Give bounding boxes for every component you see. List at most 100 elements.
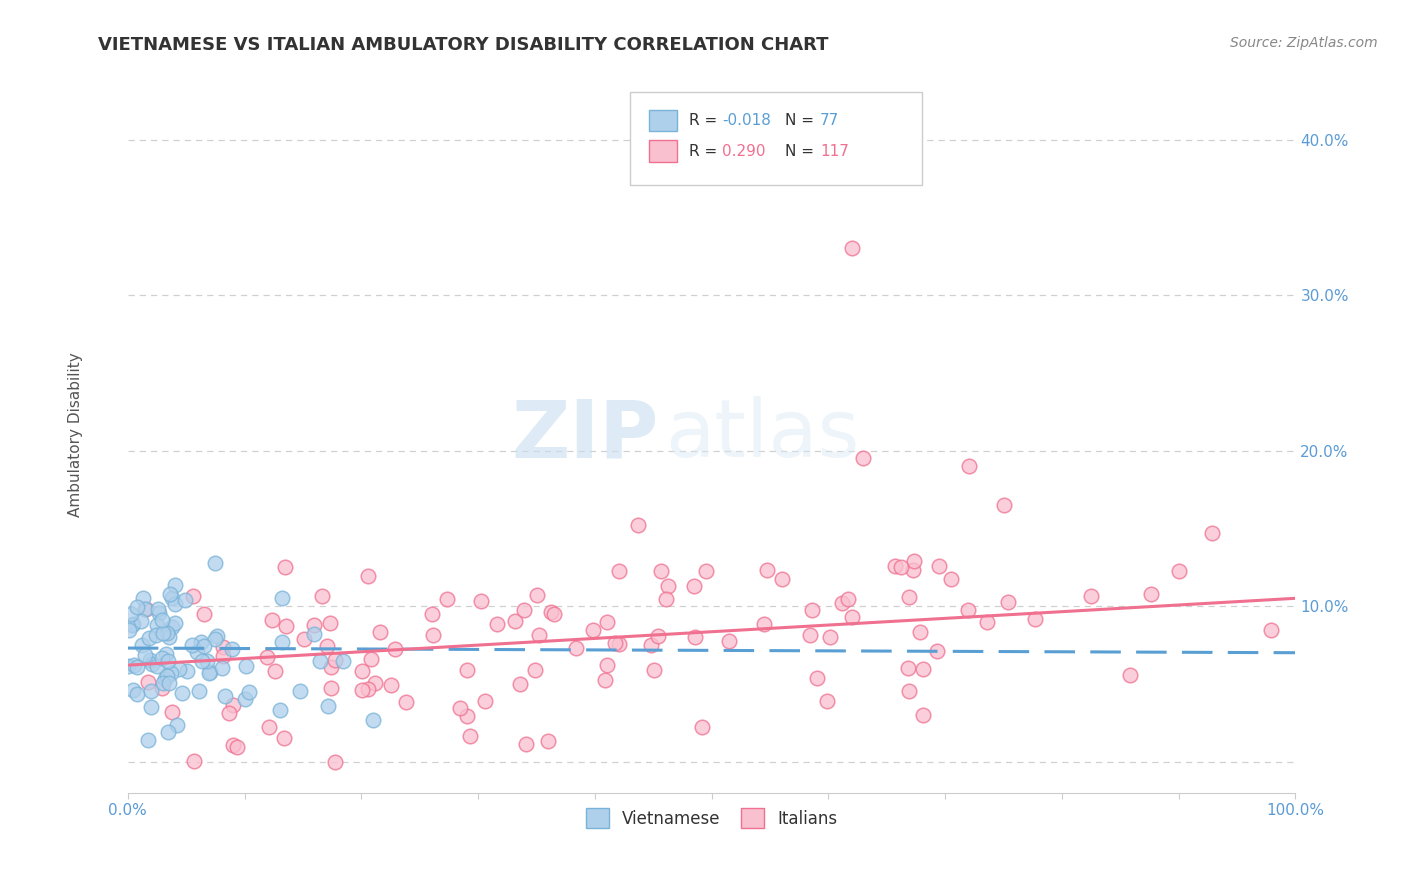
- Text: atlas: atlas: [665, 396, 859, 474]
- Point: [274, 560, 297, 574]
- Point: [841, 609, 863, 624]
- Point: [211, 661, 233, 675]
- Point: [1201, 526, 1223, 541]
- Point: [607, 637, 630, 651]
- Point: [156, 669, 179, 683]
- Point: [1140, 587, 1163, 601]
- Point: [350, 682, 373, 697]
- Point: [321, 681, 343, 695]
- Point: [153, 672, 176, 686]
- Text: Source: ZipAtlas.com: Source: ZipAtlas.com: [1230, 36, 1378, 50]
- Point: [150, 613, 173, 627]
- Point: [183, 754, 205, 768]
- Text: R =: R =: [689, 144, 723, 159]
- Point: [993, 498, 1015, 512]
- Point: [167, 661, 190, 675]
- Point: [319, 660, 342, 674]
- Point: [384, 642, 406, 657]
- Point: [890, 559, 912, 574]
- Point: [655, 592, 678, 607]
- Point: [898, 684, 921, 698]
- Point: [218, 706, 240, 720]
- Point: [957, 603, 980, 617]
- Point: [319, 615, 342, 630]
- Point: [165, 578, 187, 592]
- Point: [912, 662, 935, 676]
- Point: [470, 594, 492, 608]
- Point: [540, 605, 562, 619]
- FancyBboxPatch shape: [630, 92, 922, 185]
- Point: [222, 698, 245, 712]
- Point: [593, 673, 616, 687]
- Point: [908, 625, 931, 640]
- Text: VIETNAMESE VS ITALIAN AMBULATORY DISABILITY CORRELATION CHART: VIETNAMESE VS ITALIAN AMBULATORY DISABIL…: [98, 36, 830, 54]
- Point: [181, 638, 204, 652]
- Point: [150, 681, 173, 695]
- Point: [187, 684, 209, 698]
- Point: [198, 665, 221, 680]
- Point: [595, 615, 617, 629]
- Point: [166, 718, 188, 732]
- Point: [357, 569, 380, 583]
- Point: [121, 617, 143, 632]
- Point: [395, 695, 418, 709]
- Point: [125, 660, 148, 674]
- Point: [138, 631, 160, 645]
- Point: [157, 675, 180, 690]
- FancyBboxPatch shape: [648, 110, 676, 131]
- Point: [134, 602, 156, 616]
- Point: [799, 628, 821, 642]
- Point: [883, 559, 905, 574]
- Point: [474, 694, 496, 708]
- Point: [509, 677, 531, 691]
- Point: [260, 613, 283, 627]
- Point: [127, 600, 149, 615]
- Point: [276, 619, 298, 633]
- Point: [364, 676, 387, 690]
- Point: [997, 595, 1019, 609]
- Point: [524, 664, 547, 678]
- Point: [273, 731, 295, 745]
- Point: [361, 713, 384, 727]
- Point: [269, 703, 291, 717]
- Point: [181, 589, 204, 603]
- Point: [212, 649, 235, 664]
- Point: [957, 459, 980, 474]
- Point: [136, 732, 159, 747]
- Point: [186, 645, 208, 659]
- Point: [526, 588, 548, 602]
- Text: -0.018: -0.018: [723, 113, 770, 128]
- Text: 77: 77: [820, 113, 839, 128]
- FancyBboxPatch shape: [648, 140, 676, 161]
- Point: [302, 626, 325, 640]
- Point: [818, 631, 841, 645]
- Point: [1118, 668, 1140, 682]
- Point: [131, 638, 153, 652]
- Point: [647, 629, 669, 643]
- Point: [204, 632, 226, 646]
- Point: [165, 597, 187, 611]
- Point: [683, 579, 706, 593]
- Point: [145, 628, 167, 642]
- Point: [595, 657, 617, 672]
- Point: [122, 682, 145, 697]
- Point: [118, 623, 141, 637]
- Point: [150, 651, 173, 665]
- Point: [657, 579, 679, 593]
- Point: [928, 558, 950, 573]
- Point: [515, 737, 537, 751]
- Point: [537, 734, 560, 748]
- Point: [195, 654, 218, 668]
- Point: [449, 701, 471, 715]
- Point: [204, 556, 226, 570]
- Point: [903, 554, 925, 568]
- Point: [607, 565, 630, 579]
- Point: [155, 626, 177, 640]
- Point: [288, 684, 311, 698]
- Point: [325, 755, 347, 769]
- Point: [837, 592, 859, 607]
- Point: [605, 636, 627, 650]
- Point: [831, 596, 853, 610]
- Point: [925, 644, 948, 658]
- Point: [643, 663, 665, 677]
